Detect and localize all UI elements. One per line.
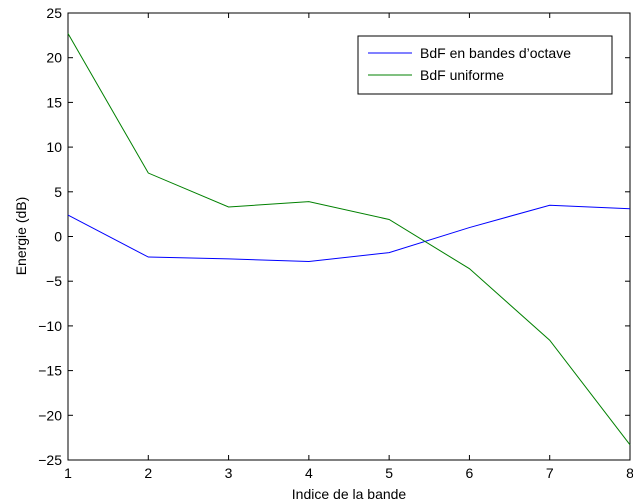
y-tick-label: −5: [46, 273, 62, 289]
x-axis-label: Indice de la bande: [292, 486, 407, 502]
x-tick-label: 3: [225, 465, 233, 481]
x-tick-label: 5: [385, 465, 393, 481]
y-tick-label: 15: [46, 94, 62, 110]
legend-box: [357, 35, 613, 95]
y-tick-label: −15: [38, 363, 62, 379]
axis-ticks: [67, 12, 631, 461]
legend-label-0: BdF en bandes d’octave: [420, 45, 571, 61]
series-line-0: [67, 204, 631, 263]
y-tick-label: 5: [54, 184, 62, 200]
y-axis-label: Energie (dB): [13, 197, 29, 276]
x-tick-label: 6: [466, 465, 474, 481]
x-tick-label: 2: [144, 465, 152, 481]
x-tick-label: 4: [305, 465, 313, 481]
x-tick-label: 1: [64, 465, 72, 481]
series-line-1: [67, 33, 631, 446]
y-tick-label: −25: [38, 452, 62, 468]
y-tick-label: −10: [38, 318, 62, 334]
y-tick-label: 20: [46, 50, 62, 66]
x-tick-label: 7: [546, 465, 554, 481]
y-tick-label: 0: [54, 229, 62, 245]
legend-label-1: BdF uniforme: [420, 67, 504, 83]
legend: BdF en bandes d’octave BdF uniforme: [357, 35, 613, 95]
y-tick-label: 25: [46, 5, 62, 21]
y-tick-label: −20: [38, 407, 62, 423]
x-tick-label: 8: [626, 465, 633, 481]
series-lines: [67, 33, 631, 446]
y-tick-label: 10: [46, 139, 62, 155]
tick-labels: 1 2 3 4 5 6 7 8 −25 −20 −15 −10 −5 0 5 10 15 20 25: [38, 5, 633, 481]
